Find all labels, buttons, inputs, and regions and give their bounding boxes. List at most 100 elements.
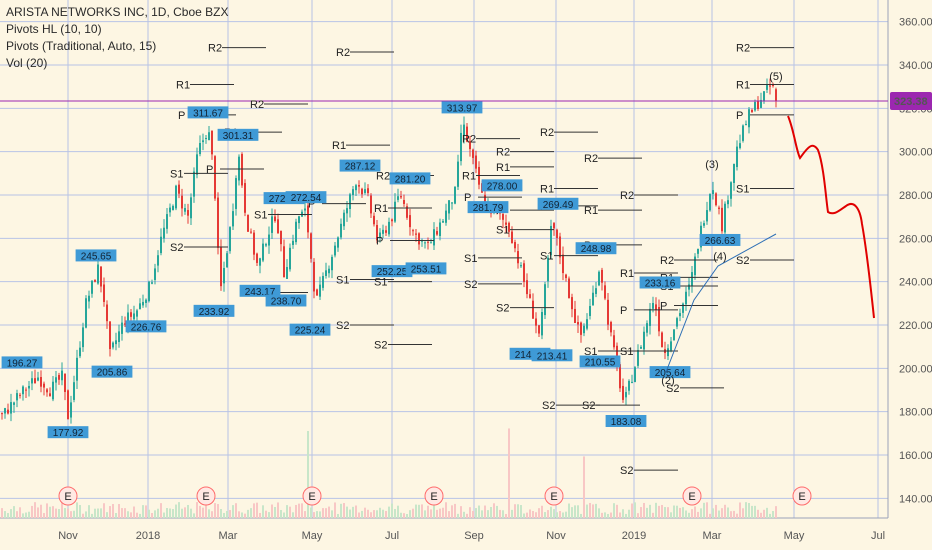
volume-bar (142, 505, 144, 518)
candle-body (85, 298, 87, 328)
candle-body (697, 248, 699, 254)
candle-body (589, 306, 591, 316)
pivot-level-label: R2 (660, 255, 674, 267)
volume-bar (619, 512, 621, 518)
volume-bar (88, 505, 90, 518)
volume-bar (712, 508, 714, 518)
volume-bar (535, 512, 537, 518)
earnings-marker (424, 486, 444, 506)
pivot-price-label-bg (639, 276, 681, 289)
candle-body (58, 375, 60, 380)
pivot-price-label-bg (405, 262, 447, 275)
volume-bar (523, 513, 525, 518)
pivot-level-label: P (736, 110, 743, 122)
volume-bar (775, 506, 777, 518)
candle-body (19, 394, 21, 396)
candle-body (262, 243, 264, 261)
volume-bar (295, 504, 297, 518)
candle-body (430, 242, 432, 244)
candle-body (166, 214, 168, 229)
volume-bar (487, 510, 489, 518)
candle-body (712, 190, 714, 195)
candle-body (109, 321, 111, 350)
volume-bar (235, 503, 237, 518)
volume-bar (367, 509, 369, 518)
volume-bar (466, 513, 468, 518)
indicator-pivots-hl[interactable]: Pivots HL (10, 10) (6, 22, 102, 36)
volume-bar (187, 504, 189, 518)
candle-body (307, 205, 309, 233)
candle-body (217, 197, 219, 248)
candle-body (136, 310, 138, 317)
candle-body (436, 231, 438, 235)
candle-body (130, 312, 132, 317)
candle-body (298, 216, 300, 224)
candle-body (601, 269, 603, 283)
volume-bar (427, 505, 429, 518)
pivot-price-label: 313.97 (447, 103, 478, 114)
volume-bar (502, 510, 504, 518)
candle-body (523, 263, 525, 282)
candle-body (427, 241, 429, 243)
pivot-price-label-bg (441, 101, 483, 114)
indicator-volume[interactable]: Vol (20) (6, 56, 48, 70)
volume-bar (190, 508, 192, 518)
indicator-pivots-traditional[interactable]: Pivots (Traditional, Auto, 15) (6, 39, 157, 53)
pivot-level-label: R2 (496, 147, 510, 159)
candle-body (376, 224, 378, 241)
candle-body (604, 285, 606, 299)
volume-bar (343, 503, 345, 518)
volume-bar (193, 513, 195, 518)
elliott-wave-label: (5) (769, 71, 782, 83)
pivot-level-label: S1 (170, 168, 183, 180)
volume-bar (355, 505, 357, 518)
volume-bar (589, 502, 591, 518)
volume-bar (214, 503, 216, 518)
x-tick-label: Jul (385, 530, 399, 542)
pivot-price-label-bg (239, 284, 281, 297)
volume-bar (358, 512, 360, 518)
volume-bar (181, 508, 183, 518)
candle-body (61, 370, 63, 381)
candle-body (325, 270, 327, 276)
volume-bar (733, 510, 735, 518)
pivot-level-label: R1 (584, 205, 598, 217)
volume-bar (169, 508, 171, 518)
volume-bar (586, 504, 588, 518)
x-tick-label: May (784, 530, 805, 542)
volume-bar (40, 504, 42, 518)
volume-bar (265, 510, 267, 518)
symbol-title[interactable]: ARISTA NETWORKS INC, 1D, Cboe BZX (6, 5, 229, 19)
pivot-price-label: 214.10 (515, 350, 546, 361)
volume-bar (628, 509, 630, 518)
volume-bar (247, 509, 249, 518)
candle-body (397, 196, 399, 200)
volume-bar (448, 511, 450, 518)
volume-bar (649, 504, 651, 518)
candle-body (457, 161, 459, 187)
pivot-level-label: S2 (336, 320, 349, 332)
volume-bar (220, 508, 222, 518)
candle-body (649, 308, 651, 326)
candle-body (532, 300, 534, 319)
earnings-marker-label: E (688, 491, 695, 503)
pivot-price-label-bg (91, 365, 133, 378)
volume-bar (82, 513, 84, 518)
volume-bar (340, 503, 342, 518)
y-tick-label: 200.00 (899, 363, 932, 375)
candle-body (160, 236, 162, 254)
volume-bar (694, 506, 696, 518)
pivot-price-label: 238.70 (271, 296, 302, 307)
candle-body (82, 327, 84, 348)
volume-bar (43, 513, 45, 518)
volume-bar (661, 504, 663, 518)
candle-body (244, 183, 246, 213)
candle-body (328, 268, 330, 274)
candle-body (613, 335, 615, 348)
candle-body (235, 178, 237, 209)
pivot-level-label: R2 (250, 99, 264, 111)
candle-body (730, 182, 732, 199)
volume-bar (463, 511, 465, 518)
candle-body (370, 195, 372, 214)
